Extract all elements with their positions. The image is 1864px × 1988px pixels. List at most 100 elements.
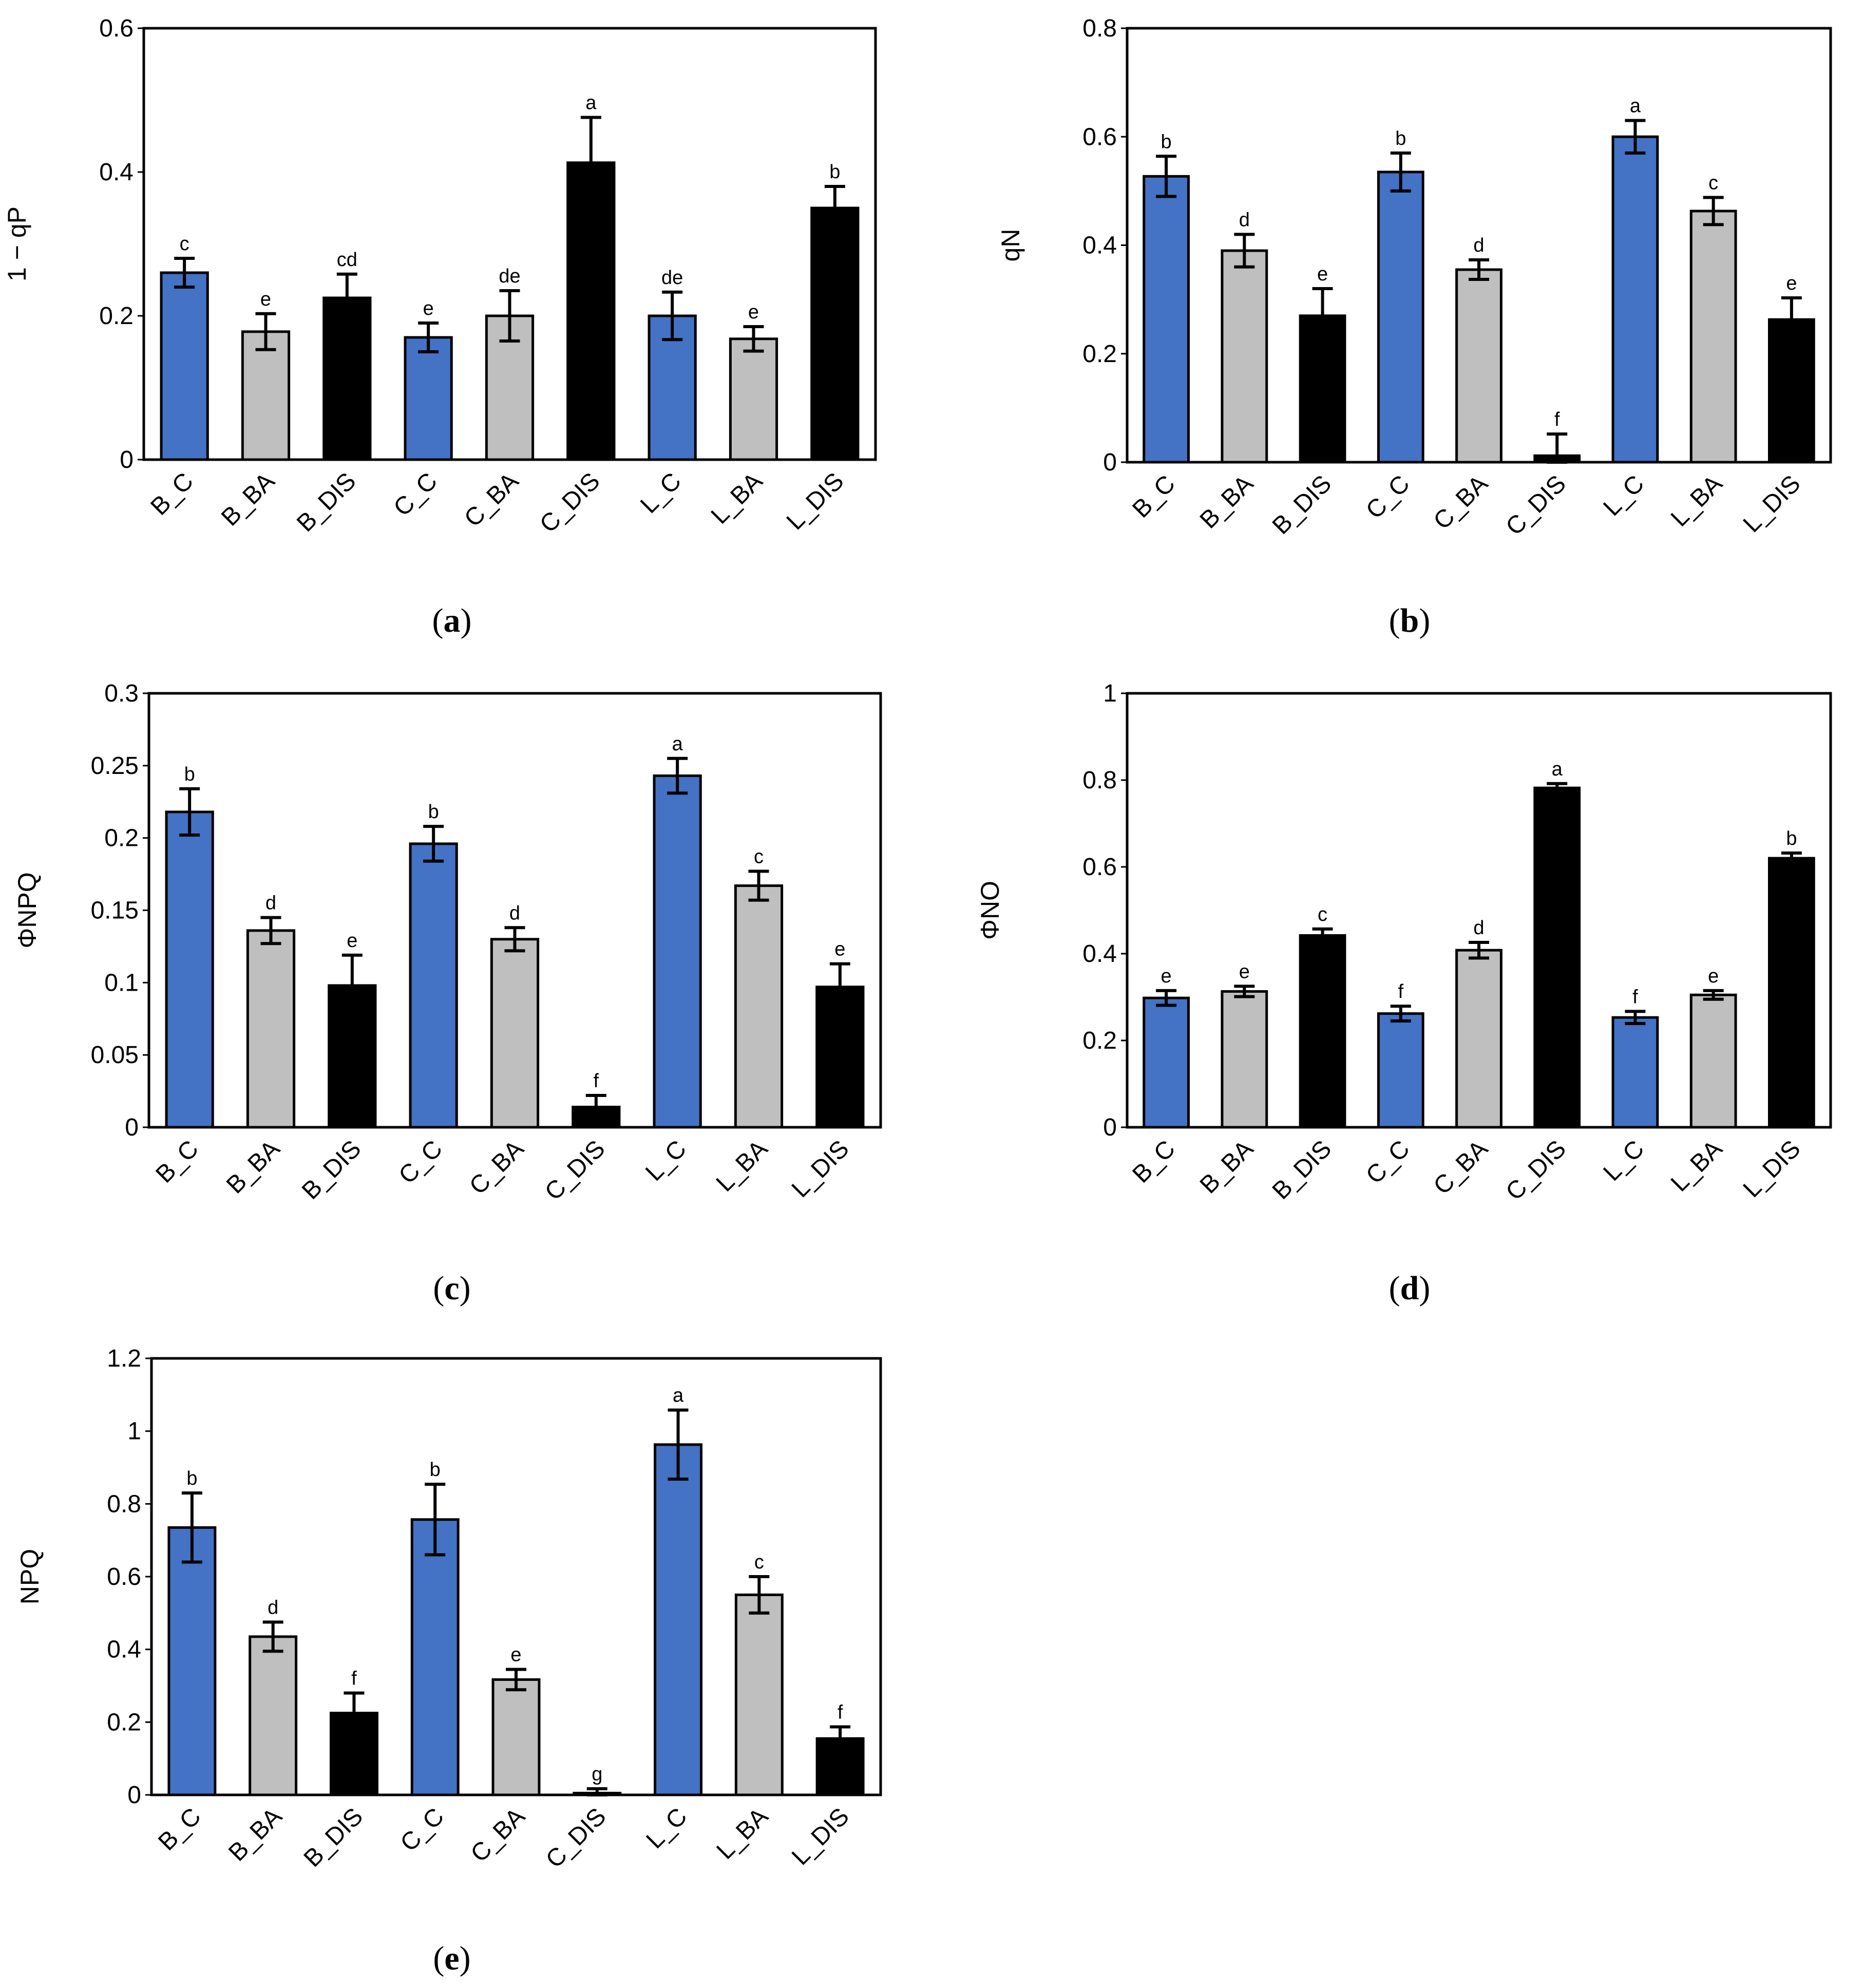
panel-caption-letter: c [444, 1270, 459, 1307]
category-label-C_BA: C_BA [459, 467, 524, 532]
chart-panel-d: 00.20.40.60.81ΦNOeB_CeB_BAcB_DISfC_CdC_B… [976, 680, 1832, 1307]
significance-letter: a [1630, 96, 1641, 117]
significance-letter: g [592, 1764, 602, 1785]
significance-letter: e [1317, 263, 1328, 285]
y-axis-title: ΦNPQ [13, 872, 42, 948]
significance-letter: f [351, 1668, 357, 1690]
significance-letter: f [838, 1702, 843, 1724]
significance-letter: b [430, 1459, 441, 1481]
category-label-L_C: L_C [635, 467, 687, 519]
y-tick-label: 0.2 [99, 302, 134, 330]
y-tick-label: 0.4 [107, 1636, 141, 1663]
y-tick-label: 0.2 [1082, 1027, 1117, 1054]
significance-letter: de [499, 266, 520, 287]
bar-B_BA [246, 929, 296, 1129]
bar-B_C [165, 810, 214, 1129]
significance-letter: b [186, 1468, 197, 1489]
significance-letter: c [1708, 173, 1718, 194]
category-label-C_DIS: C_DIS [1501, 470, 1571, 540]
bar-C_C [409, 842, 458, 1129]
category-label-B_DIS: B_DIS [299, 1803, 369, 1872]
y-tick-label: 0.3 [104, 680, 139, 707]
category-label-C_C: C_C [394, 1135, 448, 1189]
category-label-L_C: L_C [641, 1803, 693, 1854]
panel-caption: (a) [432, 602, 472, 639]
category-label-B_C: B_C [1127, 470, 1181, 523]
category-label-C_DIS: C_DIS [540, 1135, 610, 1205]
category-label-C_C: C_C [395, 1803, 449, 1857]
significance-letter: e [260, 289, 271, 310]
category-label-L_DIS: L_DIS [787, 1135, 854, 1203]
bar-C_C [404, 336, 453, 461]
panel-caption: (d) [1389, 1270, 1431, 1307]
significance-letter: d [1473, 917, 1484, 939]
significance-letter: c [1318, 904, 1327, 925]
category-label-L_DIS: L_DIS [1738, 470, 1806, 538]
significance-letter: d [265, 893, 276, 914]
bar-L_C [1611, 135, 1659, 464]
y-tick-label: 0.6 [99, 15, 134, 42]
significance-letter: e [1708, 965, 1719, 987]
y-tick-label: 0.6 [1082, 854, 1117, 881]
y-tick-label: 0.15 [91, 897, 139, 924]
bar-L_BA [1689, 993, 1737, 1129]
y-tick-label: 0.2 [104, 825, 139, 852]
category-label-C_BA: C_BA [1429, 1135, 1493, 1200]
y-tick-label: 0 [1103, 1114, 1117, 1141]
significance-letter: f [1554, 409, 1560, 430]
significance-letter: e [1239, 961, 1250, 982]
bar-L_DIS [810, 206, 860, 461]
plot-frame [150, 1357, 882, 1796]
y-axis-title: ΦNO [976, 881, 1004, 940]
bar-L_BA [734, 1593, 784, 1796]
y-tick-label: 0.1 [104, 969, 139, 996]
significance-letter: a [585, 92, 597, 114]
bar-L_BA [729, 337, 778, 461]
category-label-B_BA: B_BA [221, 1135, 285, 1199]
plot-frame [147, 692, 882, 1129]
chart-panel-b: 00.20.40.60.8qNbB_CdB_BAeB_DISbC_CdC_BAf… [996, 15, 1832, 639]
bar-L_DIS [1768, 857, 1815, 1129]
category-label-B_C: B_C [153, 1803, 206, 1856]
bar-B_BA [249, 1635, 298, 1796]
y-tick-label: 0.8 [1082, 767, 1117, 794]
y-tick-label: 0.4 [1082, 232, 1117, 259]
panel-caption: (b) [1389, 602, 1431, 639]
significance-letter: cd [337, 249, 357, 271]
significance-letter: b [1161, 131, 1172, 153]
category-label-L_DIS: L_DIS [787, 1803, 854, 1870]
category-label-C_DIS: C_DIS [541, 1803, 611, 1873]
significance-letter: de [661, 267, 683, 289]
significance-letter: e [1786, 273, 1797, 294]
significance-letter: a [1552, 759, 1563, 780]
significance-letter: d [1239, 209, 1250, 231]
panel-caption-letter: d [1400, 1270, 1419, 1307]
bar-L_C [1611, 1016, 1659, 1129]
category-label-B_DIS: B_DIS [292, 467, 362, 537]
y-axis-title: qN [996, 229, 1025, 262]
significance-letter: c [180, 233, 189, 255]
category-label-L_DIS: L_DIS [1738, 1135, 1806, 1203]
plot-frame [1126, 692, 1832, 1129]
category-label-B_BA: B_BA [1195, 470, 1259, 534]
bar-L_BA [1689, 210, 1737, 464]
significance-letter: f [1398, 981, 1403, 1002]
category-label-C_C: C_C [1361, 470, 1415, 524]
significance-letter: b [1395, 128, 1406, 149]
bar-L_BA [734, 884, 784, 1129]
significance-letter: b [428, 801, 439, 823]
bar-L_C [654, 1443, 703, 1796]
y-tick-label: 0.25 [91, 752, 139, 780]
bar-C_DIS [566, 161, 616, 461]
category-label-L_BA: L_BA [1666, 1135, 1728, 1197]
bar-C_C [1377, 1012, 1424, 1129]
category-label-C_DIS: C_DIS [535, 467, 605, 538]
category-label-B_BA: B_BA [223, 1803, 287, 1866]
category-label-B_DIS: B_DIS [297, 1135, 367, 1205]
y-tick-label: 0.2 [107, 1709, 141, 1736]
bar-B_C [167, 1526, 217, 1796]
plot-frame [142, 27, 877, 461]
significance-letter: e [1161, 965, 1172, 987]
y-tick-label: 0.6 [107, 1563, 141, 1591]
category-label-B_BA: B_BA [1195, 1135, 1259, 1199]
